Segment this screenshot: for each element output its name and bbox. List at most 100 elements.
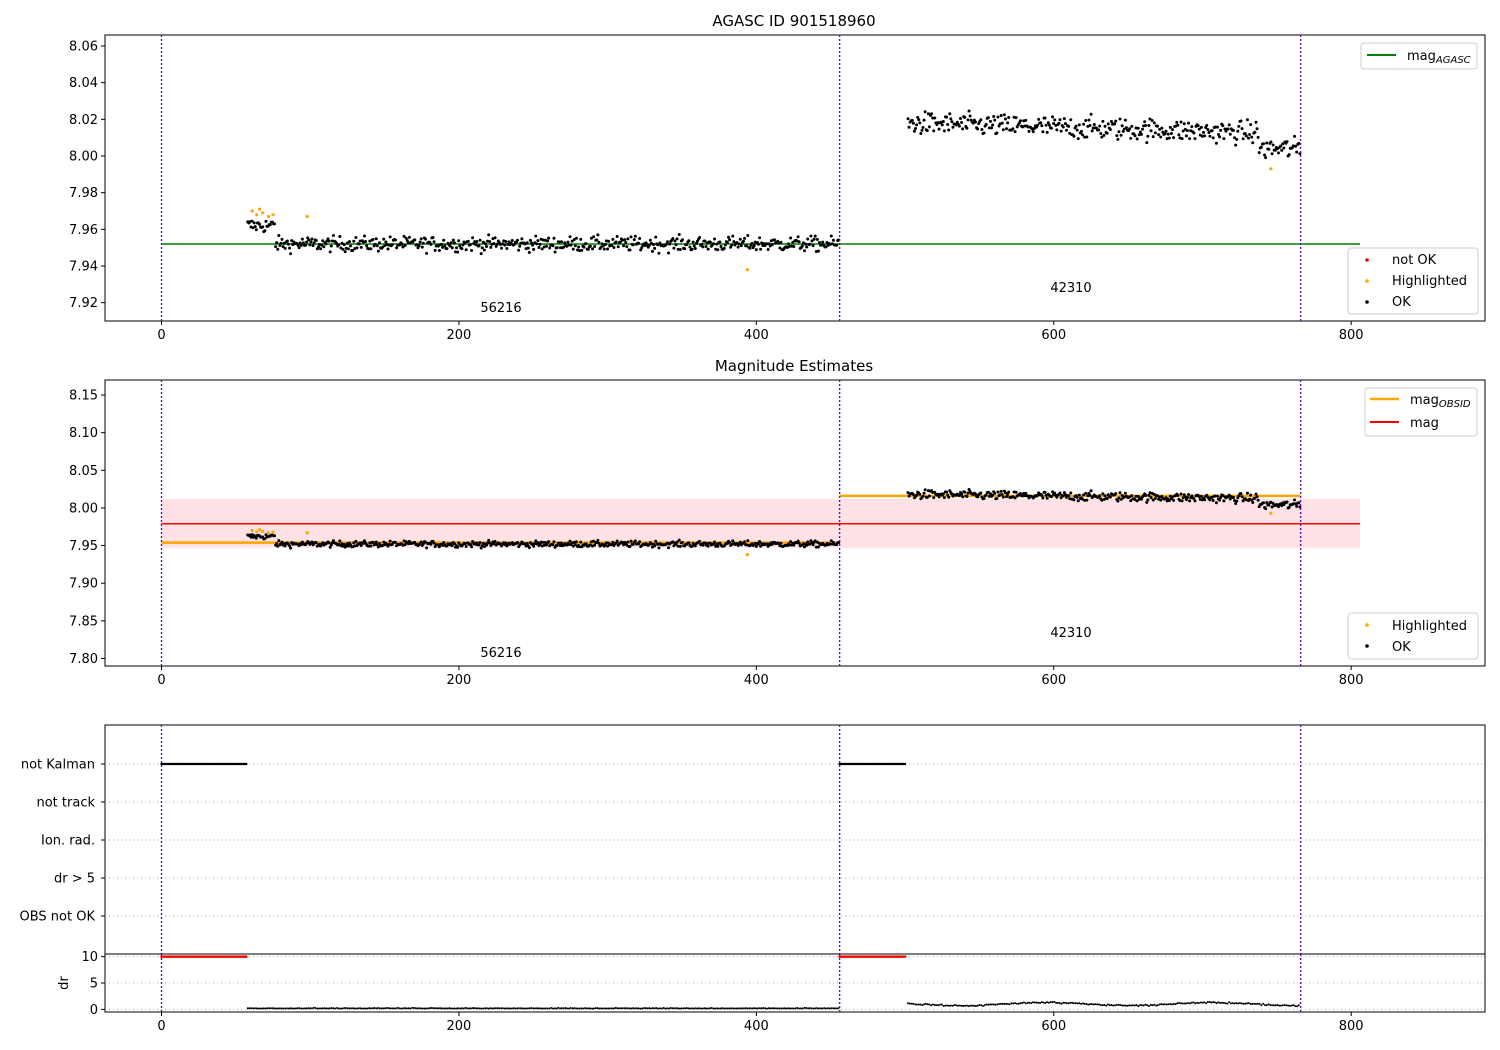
dr-point	[402, 1007, 405, 1010]
dr-point	[967, 1005, 970, 1008]
ok-point	[806, 540, 810, 544]
legend-box	[1347, 247, 1479, 315]
ok-point	[324, 242, 328, 246]
ok-point	[1293, 134, 1297, 138]
dr-point	[658, 1007, 661, 1010]
ok-point	[1069, 491, 1073, 495]
ok-point	[1135, 137, 1139, 141]
dr-point	[255, 1007, 258, 1010]
dr-point	[584, 1007, 587, 1010]
dr-point	[275, 1007, 278, 1010]
ok-point	[788, 244, 792, 248]
dr-point	[626, 1007, 629, 1010]
ok-point	[298, 241, 302, 245]
ok-point	[937, 127, 941, 131]
dr-point	[453, 1007, 456, 1010]
ok-point	[914, 127, 918, 131]
ok-point	[997, 124, 1001, 128]
y-tick-label: 8.06	[69, 40, 98, 55]
ok-point	[1146, 134, 1150, 138]
dr-point	[1188, 1002, 1191, 1005]
ok-point	[394, 238, 398, 242]
ok-point	[922, 491, 926, 495]
ok-point	[592, 539, 596, 543]
dr-point	[769, 1007, 772, 1010]
dr-point	[1140, 1004, 1143, 1007]
ok-point	[657, 546, 661, 550]
ok-point	[573, 543, 577, 547]
ok-point	[987, 494, 991, 498]
ok-point	[911, 121, 915, 125]
ok-point	[503, 243, 507, 247]
legend-not-ok-label: not OK	[1392, 253, 1437, 268]
dr-point	[962, 1004, 965, 1007]
dr-point	[1149, 1003, 1152, 1006]
ok-point	[1297, 141, 1301, 145]
dr-point	[407, 1007, 410, 1010]
ok-point	[509, 241, 513, 245]
ok-point	[1151, 135, 1155, 139]
ok-point	[957, 494, 961, 498]
ok-point	[559, 541, 563, 545]
ok-point	[788, 543, 792, 547]
ok-point	[369, 247, 373, 251]
ok-point	[1133, 134, 1137, 138]
dr-point	[343, 1007, 346, 1010]
ok-point	[406, 542, 410, 546]
ok-point	[460, 247, 464, 251]
ok-point	[698, 539, 702, 543]
dr-point	[466, 1007, 469, 1010]
dr-point	[1242, 1002, 1245, 1005]
ok-point	[1120, 494, 1124, 498]
dr-point	[1244, 1002, 1247, 1005]
dr-point	[1155, 1004, 1158, 1007]
ok-point	[701, 543, 705, 547]
dr-point	[294, 1007, 297, 1010]
ok-point	[992, 114, 996, 118]
ok-point	[1109, 120, 1113, 124]
ok-point	[1117, 496, 1121, 500]
ok-point	[946, 493, 950, 497]
ok-point	[725, 240, 729, 244]
ok-point	[991, 123, 995, 127]
ok-point	[1287, 505, 1291, 509]
dr-point	[762, 1007, 765, 1010]
ok-point	[672, 246, 676, 250]
ok-point	[555, 544, 559, 548]
panel1-frame	[104, 34, 1486, 322]
dr-point	[1106, 1003, 1109, 1006]
ok-point	[352, 239, 356, 243]
dr-point	[253, 1007, 256, 1010]
highlighted-point	[250, 528, 254, 533]
ok-point	[1176, 493, 1180, 497]
dr-point	[1233, 1002, 1236, 1005]
ok-point	[254, 228, 258, 232]
ok-point	[1179, 120, 1183, 124]
ok-point	[433, 248, 437, 252]
ok-point	[436, 244, 440, 248]
dr-point	[956, 1004, 959, 1007]
ok-point	[923, 110, 927, 114]
ok-point	[1101, 492, 1105, 496]
dr-point	[377, 1007, 380, 1010]
ok-point	[945, 115, 949, 119]
ok-point	[650, 249, 654, 253]
highlighted-point	[1269, 167, 1273, 171]
ok-point	[477, 543, 481, 547]
dr-point	[1194, 1002, 1197, 1005]
ok-point	[1211, 136, 1215, 140]
highlighted-point	[261, 211, 265, 215]
ok-point	[1106, 122, 1110, 126]
dr-point	[1069, 1001, 1072, 1004]
ok-point	[1119, 497, 1123, 501]
ok-point	[558, 246, 562, 250]
ok-point	[548, 246, 552, 250]
ok-point	[731, 234, 735, 238]
dr-point	[933, 1003, 936, 1006]
dr-point	[808, 1007, 811, 1010]
ok-point	[765, 542, 769, 546]
ok-point	[1124, 126, 1128, 130]
ok-point	[263, 229, 267, 233]
dr-point	[1115, 1003, 1118, 1006]
ok-point	[706, 247, 710, 251]
